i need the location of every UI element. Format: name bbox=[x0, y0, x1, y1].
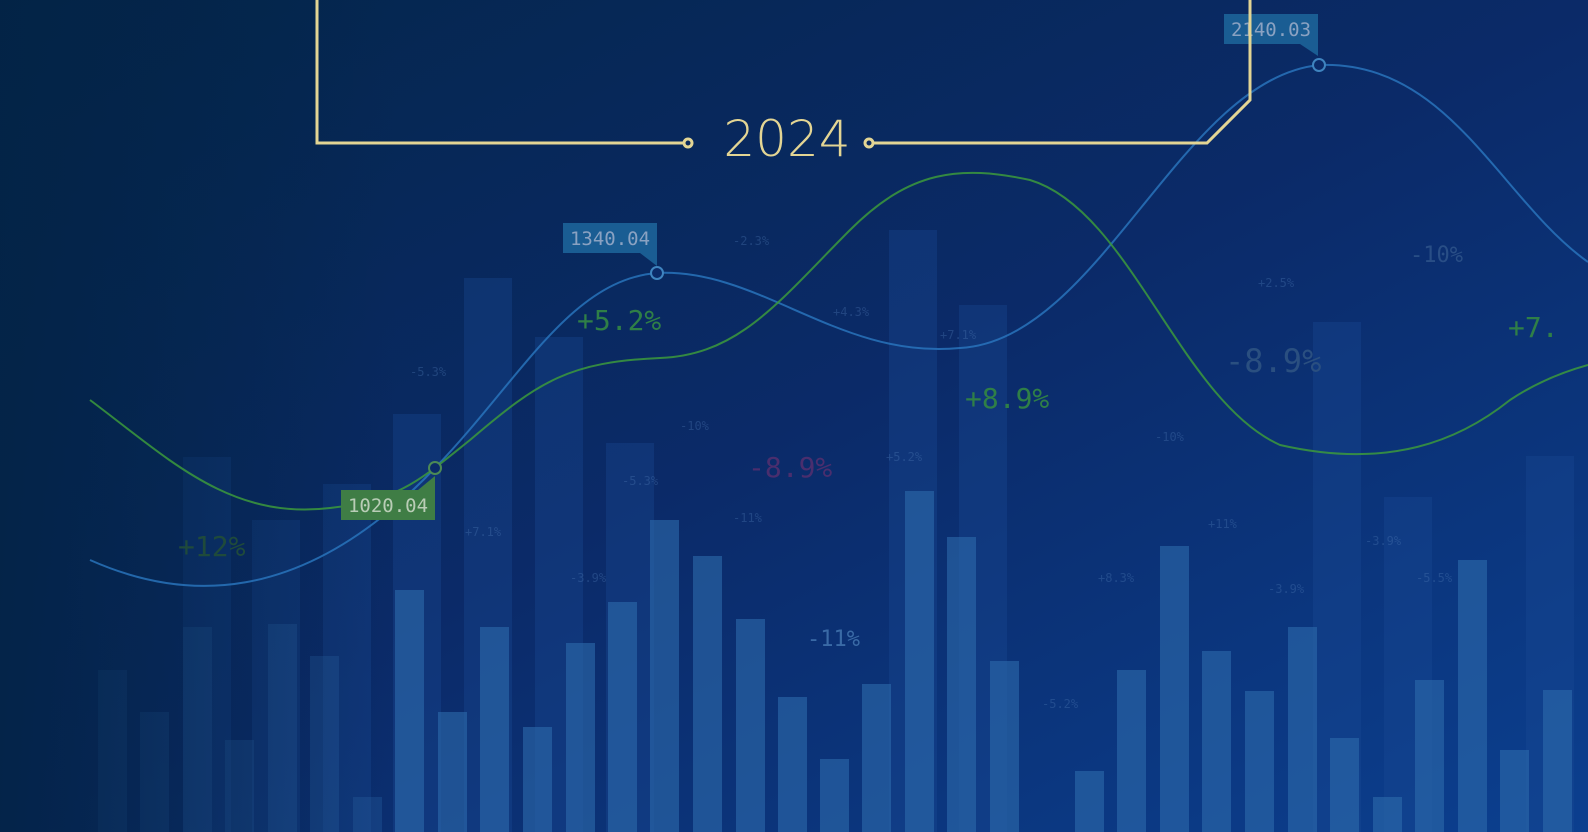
callout: 1340.04 bbox=[563, 223, 657, 266]
blue-curve bbox=[89, 63, 1588, 587]
small-label: -5.5% bbox=[1416, 571, 1453, 585]
frame bbox=[315, 0, 1252, 149]
pct-label: +12% bbox=[178, 530, 246, 563]
small-label: -11% bbox=[733, 511, 763, 525]
small-label: +2.5% bbox=[1258, 276, 1295, 290]
large-labels: +5.2% +8.9% -8.9% -8.9% +12% -11% -10% +… bbox=[178, 243, 1559, 652]
pct-label: -8.9% bbox=[1225, 342, 1321, 380]
pct-label: -11% bbox=[807, 627, 860, 652]
pct-label: -10% bbox=[1410, 243, 1463, 268]
small-label: +8.3% bbox=[1098, 571, 1135, 585]
callout-label: 1340.04 bbox=[570, 228, 650, 250]
small-label: -3.9% bbox=[1365, 534, 1402, 548]
small-label: +11% bbox=[1208, 517, 1238, 531]
small-label: -10% bbox=[1155, 430, 1185, 444]
small-label: +5.2% bbox=[886, 450, 923, 464]
point bbox=[428, 461, 442, 475]
small-label: -3.9% bbox=[570, 571, 607, 585]
callout-label: 2140.03 bbox=[1231, 19, 1311, 41]
small-label: -5.3% bbox=[410, 365, 447, 379]
small-label: -5.3% bbox=[622, 474, 659, 488]
callout-label: 1020.04 bbox=[348, 495, 428, 517]
small-label: -10% bbox=[680, 419, 710, 433]
callout: 1020.04 bbox=[341, 476, 435, 520]
pct-label: -8.9% bbox=[748, 451, 832, 484]
small-label: +7.1% bbox=[465, 525, 502, 539]
pct-label: +8.9% bbox=[965, 382, 1049, 415]
small-label: +4.3% bbox=[833, 305, 870, 319]
point bbox=[650, 266, 664, 280]
pct-label: +7. bbox=[1508, 311, 1559, 344]
small-labels: -2.3% +4.3% +7.1% -5.3% -10% -5.3% +5.2% -11% -3… bbox=[410, 234, 1453, 711]
small-label: -3.9% bbox=[1268, 582, 1305, 596]
small-label: +7.1% bbox=[940, 328, 977, 342]
year: 2024 bbox=[723, 110, 850, 168]
small-label: -5.2% bbox=[1042, 697, 1079, 711]
small-label: -2.3% bbox=[733, 234, 770, 248]
point bbox=[1312, 58, 1326, 72]
pct-label: +5.2% bbox=[577, 304, 661, 337]
